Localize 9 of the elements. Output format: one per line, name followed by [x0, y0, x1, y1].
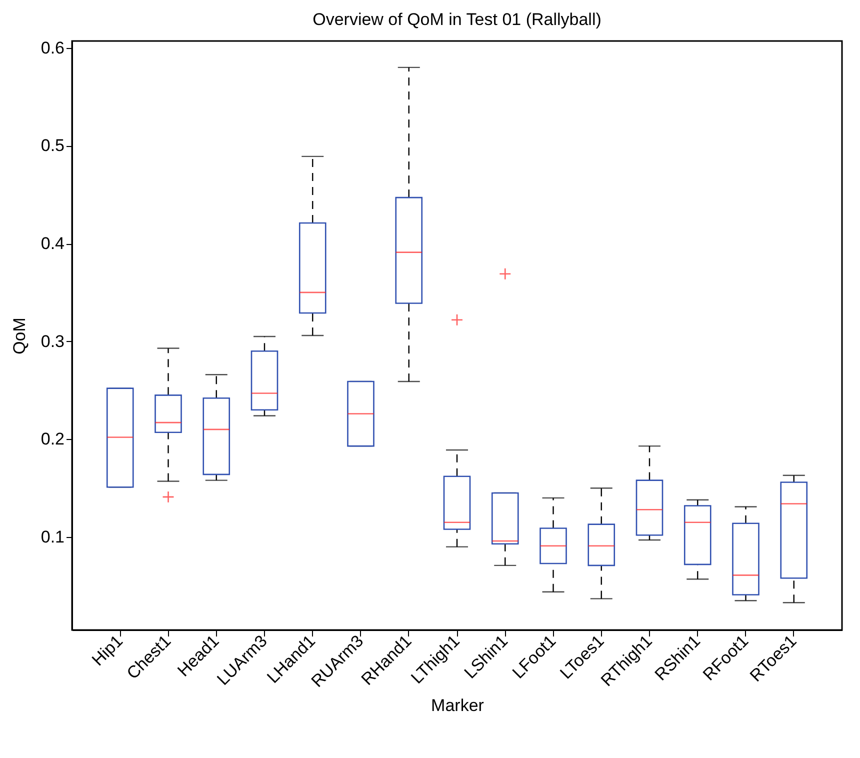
y-tick-label: 0.3 — [40, 332, 64, 351]
y-tick-label: 0.1 — [40, 528, 64, 547]
y-tick-label: 0.6 — [40, 38, 64, 58]
y-tick-label: 0.5 — [40, 136, 64, 156]
y-tick-label: 0.2 — [40, 430, 64, 449]
y-tick-label: 0.4 — [40, 234, 64, 254]
x-axis-title: Marker — [431, 696, 484, 716]
y-axis-title: QoM — [10, 318, 29, 354]
chart-title: Overview of QoM in Test 01 (Rallyball) — [312, 10, 602, 29]
